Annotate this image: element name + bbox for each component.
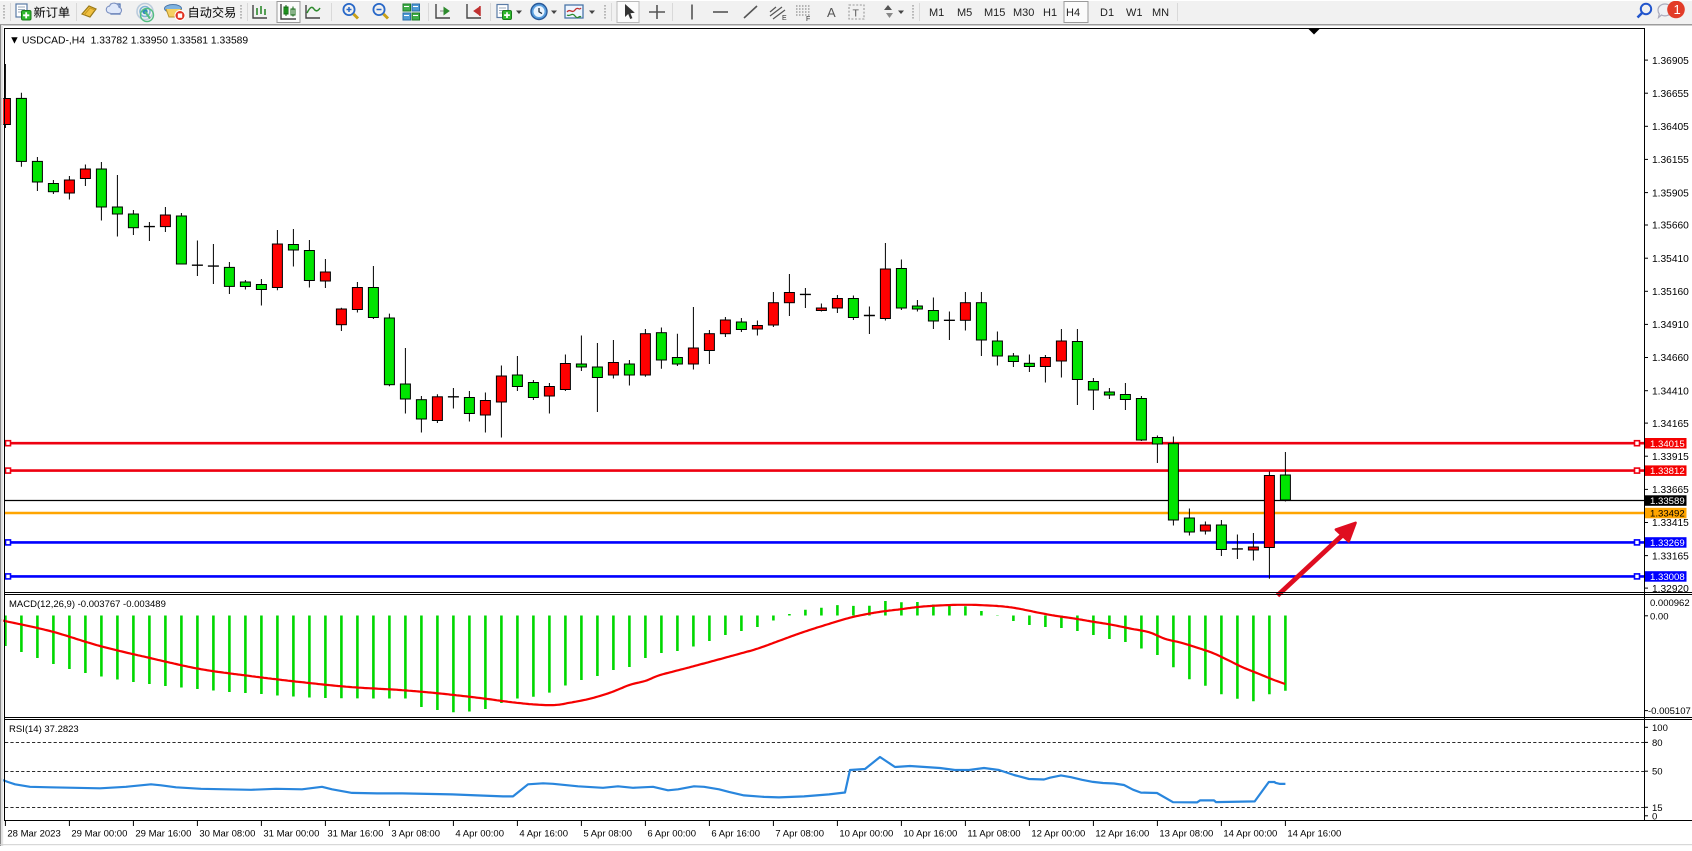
svg-text:A: A — [827, 5, 836, 20]
svg-text:W1: W1 — [1126, 7, 1143, 19]
svg-text:1.33812: 1.33812 — [1650, 466, 1685, 477]
svg-text:31 Mar 16:00: 31 Mar 16:00 — [327, 829, 383, 840]
svg-text:MN: MN — [1152, 7, 1169, 19]
svg-text:F: F — [806, 16, 810, 23]
svg-text:1.36655: 1.36655 — [1652, 89, 1689, 100]
svg-text:H4: H4 — [1066, 7, 1080, 19]
svg-text:1.36155: 1.36155 — [1652, 155, 1689, 166]
svg-text:H1: H1 — [1043, 7, 1057, 19]
svg-text:10 Apr 00:00: 10 Apr 00:00 — [839, 829, 893, 840]
svg-text:100: 100 — [1652, 723, 1668, 734]
svg-text:▼: ▼ — [9, 35, 20, 47]
svg-text:RSI(14) 37.2823: RSI(14) 37.2823 — [9, 724, 79, 735]
svg-text:USDCAD-,H4 1.33782 1.33950 1.: USDCAD-,H4 1.33782 1.33950 1.33581 1.335… — [22, 36, 248, 47]
svg-text:50: 50 — [1652, 767, 1663, 778]
svg-text:M5: M5 — [957, 7, 972, 19]
svg-text:1.33589: 1.33589 — [1650, 496, 1685, 507]
svg-text:29 Mar 16:00: 29 Mar 16:00 — [135, 829, 191, 840]
svg-text:M30: M30 — [1013, 7, 1034, 19]
svg-text:28 Mar 2023: 28 Mar 2023 — [7, 829, 60, 840]
svg-text:1.33492: 1.33492 — [1650, 509, 1685, 520]
svg-text:T: T — [853, 8, 860, 20]
svg-text:0: 0 — [1652, 811, 1657, 822]
svg-text:1.33269: 1.33269 — [1650, 538, 1685, 549]
svg-text:M1: M1 — [929, 7, 944, 19]
svg-text:D1: D1 — [1100, 7, 1114, 19]
svg-text:14 Apr 16:00: 14 Apr 16:00 — [1287, 829, 1341, 840]
svg-text:1: 1 — [1674, 2, 1681, 17]
svg-text:12 Apr 00:00: 12 Apr 00:00 — [1031, 829, 1085, 840]
svg-text:1.35660: 1.35660 — [1652, 221, 1689, 232]
svg-text:1.32920: 1.32920 — [1652, 584, 1689, 595]
svg-text:1.35905: 1.35905 — [1652, 188, 1689, 199]
svg-text:4 Apr 16:00: 4 Apr 16:00 — [519, 829, 568, 840]
svg-text:1.36405: 1.36405 — [1652, 122, 1689, 133]
svg-text:1.34015: 1.34015 — [1650, 439, 1685, 450]
svg-text:E: E — [782, 15, 787, 22]
svg-text:0.000962: 0.000962 — [1650, 598, 1690, 609]
svg-text:80: 80 — [1652, 738, 1663, 749]
svg-text:1.35160: 1.35160 — [1652, 287, 1689, 298]
svg-text:1.33415: 1.33415 — [1652, 518, 1689, 529]
svg-text:M15: M15 — [984, 7, 1005, 19]
svg-text:-0.005107: -0.005107 — [1648, 706, 1691, 717]
svg-text:1.34660: 1.34660 — [1652, 353, 1689, 364]
svg-text:6 Apr 00:00: 6 Apr 00:00 — [647, 829, 696, 840]
svg-text:3 Apr 08:00: 3 Apr 08:00 — [391, 829, 440, 840]
svg-text:6 Apr 16:00: 6 Apr 16:00 — [711, 829, 760, 840]
svg-text:29 Mar 00:00: 29 Mar 00:00 — [71, 829, 127, 840]
svg-text:1.33665: 1.33665 — [1652, 485, 1689, 496]
svg-text:0.00: 0.00 — [1650, 611, 1669, 622]
svg-text:1.33915: 1.33915 — [1652, 452, 1689, 463]
svg-text:12 Apr 16:00: 12 Apr 16:00 — [1095, 829, 1149, 840]
svg-text:31 Mar 00:00: 31 Mar 00:00 — [263, 829, 319, 840]
svg-text:1.33165: 1.33165 — [1652, 551, 1689, 562]
svg-text:10 Apr 16:00: 10 Apr 16:00 — [903, 829, 957, 840]
svg-text:5 Apr 08:00: 5 Apr 08:00 — [583, 829, 632, 840]
svg-text:4 Apr 00:00: 4 Apr 00:00 — [455, 829, 504, 840]
svg-text:1.34910: 1.34910 — [1652, 320, 1689, 331]
svg-text:13 Apr 08:00: 13 Apr 08:00 — [1159, 829, 1213, 840]
svg-text:MACD(12,26,9) -0.003767 -0.003: MACD(12,26,9) -0.003767 -0.003489 — [9, 599, 166, 610]
svg-text:1.33008: 1.33008 — [1650, 572, 1685, 583]
svg-text:11 Apr 08:00: 11 Apr 08:00 — [967, 829, 1020, 840]
svg-text:30 Mar 08:00: 30 Mar 08:00 — [199, 829, 255, 840]
svg-text:1.36905: 1.36905 — [1652, 56, 1689, 67]
svg-text:1.34165: 1.34165 — [1652, 419, 1689, 430]
svg-text:1.34410: 1.34410 — [1652, 386, 1689, 397]
svg-text:1.35410: 1.35410 — [1652, 254, 1689, 265]
svg-text:14 Apr 00:00: 14 Apr 00:00 — [1223, 829, 1277, 840]
svg-text:7 Apr 08:00: 7 Apr 08:00 — [775, 829, 824, 840]
svg-text:15: 15 — [1652, 803, 1663, 814]
